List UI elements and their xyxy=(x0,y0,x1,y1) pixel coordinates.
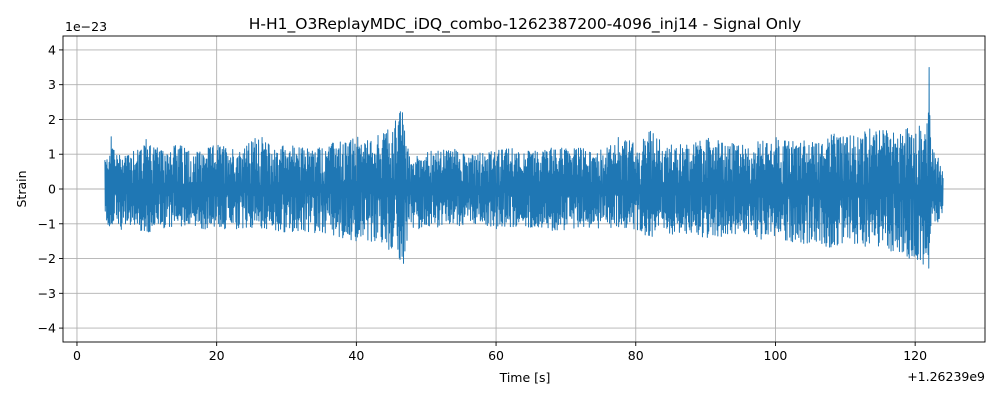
y-tick-label: 3 xyxy=(48,77,56,92)
y-tick-label: 4 xyxy=(48,42,56,57)
y-tick-label: −3 xyxy=(38,286,56,301)
y-tick-label: −1 xyxy=(38,216,56,231)
y-axis-label: Strain xyxy=(14,170,29,207)
x-tick-label: 60 xyxy=(488,348,504,363)
plot-area xyxy=(104,66,944,269)
x-axis: 0 20 40 60 80 100 120 xyxy=(73,342,927,363)
x-tick-label: 100 xyxy=(764,348,788,363)
x-tick-label: 0 xyxy=(73,348,81,363)
y-tick-label: 2 xyxy=(48,112,56,127)
y-tick-label: −4 xyxy=(38,321,56,336)
x-axis-label: Time [s] xyxy=(499,370,551,385)
y-tick-label: 1 xyxy=(48,147,56,162)
chart-title: H-H1_O3ReplayMDC_iDQ_combo-1262387200-40… xyxy=(249,15,801,34)
y-tick-label: 0 xyxy=(48,182,56,197)
x-tick-label: 20 xyxy=(209,348,225,363)
y-axis: −4 −3 −2 −1 0 1 2 3 4 xyxy=(38,42,63,336)
x-tick-label: 40 xyxy=(348,348,364,363)
y-tick-label: −2 xyxy=(38,251,56,266)
y-scale-label: 1e−23 xyxy=(65,19,107,34)
strain-series-line xyxy=(104,66,944,269)
x-tick-label: 120 xyxy=(903,348,927,363)
x-tick-label: 80 xyxy=(628,348,644,363)
x-offset-label: +1.26239e9 xyxy=(907,369,985,384)
